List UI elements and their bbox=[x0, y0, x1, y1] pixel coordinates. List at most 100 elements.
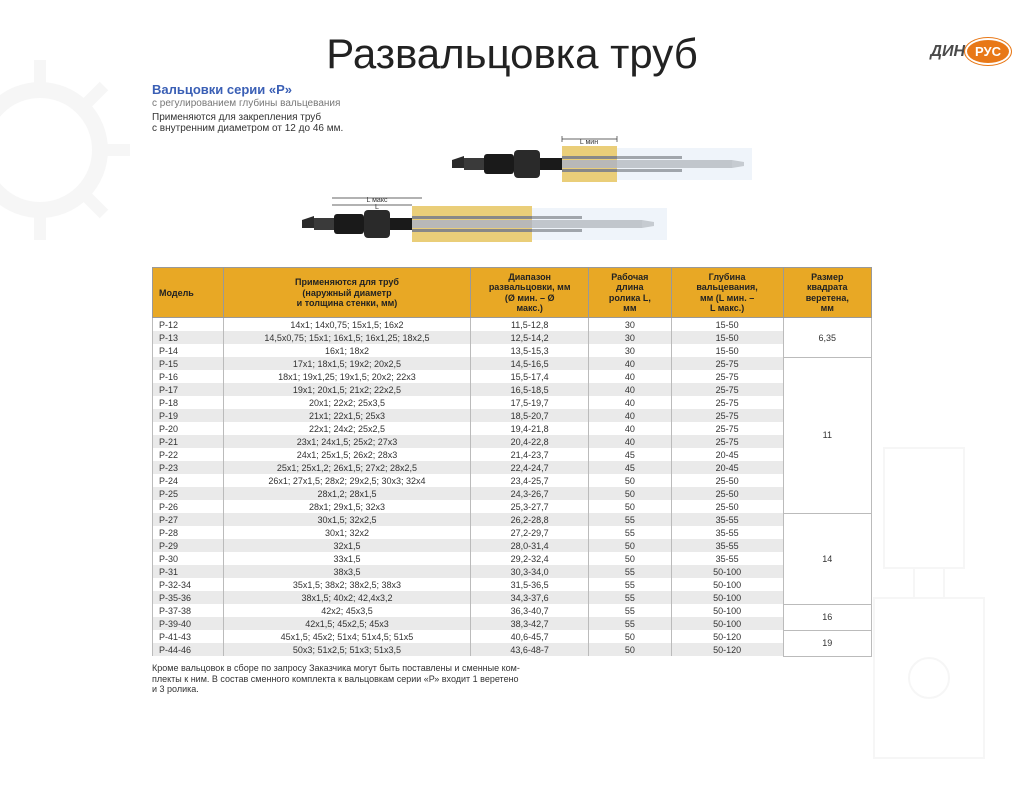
diagram-label-lmin: L мин bbox=[580, 139, 598, 146]
table-cell: 25-75 bbox=[671, 396, 783, 409]
table-cell: 18,5-20,7 bbox=[471, 409, 589, 422]
table-cell: 55 bbox=[589, 591, 672, 604]
table-cell: Р-28 bbox=[153, 526, 224, 539]
table-cell: 35-55 bbox=[671, 539, 783, 552]
table-cell: 23x1; 24x1,5; 25x2; 27x3 bbox=[223, 435, 471, 448]
table-row: Р-3138x3,530,3-34,05550-100 bbox=[153, 565, 872, 578]
table-cell: 42x1,5; 45x2,5; 45x3 bbox=[223, 617, 471, 630]
table-cell: 35-55 bbox=[671, 526, 783, 539]
table-row: Р-2628x1; 29x1,5; 32x325,3-27,75025-50 bbox=[153, 500, 872, 513]
table-cell: 15-50 bbox=[671, 344, 783, 357]
table-row: Р-1416x1; 18x213,5-15,33015-50 bbox=[153, 344, 872, 357]
table-row: Р-1719x1; 20x1,5; 21x2; 22x2,516,5-18,54… bbox=[153, 383, 872, 396]
table-cell: 17,5-19,7 bbox=[471, 396, 589, 409]
table-cell: 25-75 bbox=[671, 422, 783, 435]
table-cell: Р-39-40 bbox=[153, 617, 224, 630]
table-row: Р-35-3638x1,5; 40x2; 42,4x3,234,3-37,655… bbox=[153, 591, 872, 604]
table-cell: 30x1,5; 32x2,5 bbox=[223, 513, 471, 526]
table-row: Р-2325x1; 25x1,2; 26x1,5; 27x2; 28x2,522… bbox=[153, 461, 872, 474]
table-cell: Р-26 bbox=[153, 500, 224, 513]
table-cell: 34,3-37,6 bbox=[471, 591, 589, 604]
table-cell: Р-30 bbox=[153, 552, 224, 565]
table-cell: 16,5-18,5 bbox=[471, 383, 589, 396]
table-header-2: Диапазон развальцовки, мм (Ø мин. – Ø ма… bbox=[471, 268, 589, 318]
table-cell: 25-50 bbox=[671, 500, 783, 513]
table-cell: 50 bbox=[589, 630, 672, 643]
table-cell: 31,5-36,5 bbox=[471, 578, 589, 591]
table-cell: 17x1; 18x1,5; 19x2; 20x2,5 bbox=[223, 357, 471, 370]
table-cell: 20x1; 22x2; 25x3,5 bbox=[223, 396, 471, 409]
table-cell: Р-22 bbox=[153, 448, 224, 461]
table-cell: 55 bbox=[589, 604, 672, 617]
table-cell: 25-75 bbox=[671, 409, 783, 422]
table-cell: 50 bbox=[589, 474, 672, 487]
table-cell: 20-45 bbox=[671, 461, 783, 474]
table-cell: 25-75 bbox=[671, 357, 783, 370]
table-cell: 32x1,5 bbox=[223, 539, 471, 552]
table-header-5: Размер квадрата веретена, мм bbox=[783, 268, 871, 318]
table-merged-cell: 6,35 bbox=[783, 318, 871, 358]
table-cell: Р-32-34 bbox=[153, 578, 224, 591]
table-cell: 50-100 bbox=[671, 591, 783, 604]
table-cell: 15-50 bbox=[671, 331, 783, 344]
table-cell: 40 bbox=[589, 409, 672, 422]
table-cell: 40 bbox=[589, 383, 672, 396]
table-cell: 30 bbox=[589, 318, 672, 332]
table-row: Р-3033x1,529,2-32,45035-55 bbox=[153, 552, 872, 565]
table-cell: Р-29 bbox=[153, 539, 224, 552]
table-cell: 28,0-31,4 bbox=[471, 539, 589, 552]
table-cell: 27,2-29,7 bbox=[471, 526, 589, 539]
table-cell: 40 bbox=[589, 357, 672, 370]
table-cell: 30 bbox=[589, 344, 672, 357]
table-cell: 35x1,5; 38x2; 38x2,5; 38x3 bbox=[223, 578, 471, 591]
table-cell: 20,4-22,8 bbox=[471, 435, 589, 448]
table-cell: Р-44-46 bbox=[153, 643, 224, 656]
table-cell: 35-55 bbox=[671, 513, 783, 526]
table-header-1: Применяются для труб (наружный диаметр и… bbox=[223, 268, 471, 318]
footnote: Кроме вальцовок в сборе по запросу Заказ… bbox=[152, 663, 872, 695]
table-row: Р-1214x1; 14x0,75; 15x1,5; 16x211,5-12,8… bbox=[153, 318, 872, 332]
table-cell: 50-100 bbox=[671, 578, 783, 591]
bg-blueprint-decoration bbox=[824, 398, 1024, 798]
table-cell: 36,3-40,7 bbox=[471, 604, 589, 617]
spec-table: МодельПрименяются для труб (наружный диа… bbox=[152, 267, 872, 657]
table-cell: Р-21 bbox=[153, 435, 224, 448]
table-cell: 55 bbox=[589, 578, 672, 591]
table-row: Р-1517x1; 18x1,5; 19x2; 20x2,514,5-16,54… bbox=[153, 357, 872, 370]
table-row: Р-1618x1; 19x1,25; 19x1,5; 20x2; 22x315,… bbox=[153, 370, 872, 383]
table-cell: 13,5-15,3 bbox=[471, 344, 589, 357]
table-cell: 11,5-12,8 bbox=[471, 318, 589, 332]
table-row: Р-2528x1,2; 28x1,524,3-26,75025-50 bbox=[153, 487, 872, 500]
table-cell: 25-75 bbox=[671, 370, 783, 383]
table-cell: 38,3-42,7 bbox=[471, 617, 589, 630]
table-cell: 50 bbox=[589, 552, 672, 565]
table-cell: 29,2-32,4 bbox=[471, 552, 589, 565]
table-cell: 23,4-25,7 bbox=[471, 474, 589, 487]
table-cell: 21x1; 22x1,5; 25x3 bbox=[223, 409, 471, 422]
table-cell: 35-55 bbox=[671, 552, 783, 565]
table-cell: 42x2; 45x3,5 bbox=[223, 604, 471, 617]
table-cell: 38x1,5; 40x2; 42,4x3,2 bbox=[223, 591, 471, 604]
table-cell: 26,2-28,8 bbox=[471, 513, 589, 526]
table-cell: 19,4-21,8 bbox=[471, 422, 589, 435]
series-tagline: с регулированием глубины вальцевания bbox=[152, 98, 872, 109]
table-cell: 40 bbox=[589, 422, 672, 435]
table-cell: Р-15 bbox=[153, 357, 224, 370]
table-cell: 19x1; 20x1,5; 21x2; 22x2,5 bbox=[223, 383, 471, 396]
table-cell: Р-16 bbox=[153, 370, 224, 383]
table-cell: 45x1,5; 45x2; 51x4; 51x4,5; 51x5 bbox=[223, 630, 471, 643]
table-cell: Р-18 bbox=[153, 396, 224, 409]
table-cell: 50-100 bbox=[671, 565, 783, 578]
content-area: Вальцовки серии «Р» с регулированием глу… bbox=[152, 82, 872, 695]
table-row: Р-2730x1,5; 32x2,526,2-28,85535-5514 bbox=[153, 513, 872, 526]
table-cell: Р-13 bbox=[153, 331, 224, 344]
table-cell: 28x1,2; 28x1,5 bbox=[223, 487, 471, 500]
table-cell: 16x1; 18x2 bbox=[223, 344, 471, 357]
table-cell: 40 bbox=[589, 435, 672, 448]
table-cell: 50-100 bbox=[671, 617, 783, 630]
table-row: Р-2830x1; 32x227,2-29,75535-55 bbox=[153, 526, 872, 539]
table-cell: 20-45 bbox=[671, 448, 783, 461]
table-cell: 25-50 bbox=[671, 474, 783, 487]
tool-diagram: L мин L макс L bbox=[152, 126, 872, 256]
table-cell: 28x1; 29x1,5; 32x3 bbox=[223, 500, 471, 513]
